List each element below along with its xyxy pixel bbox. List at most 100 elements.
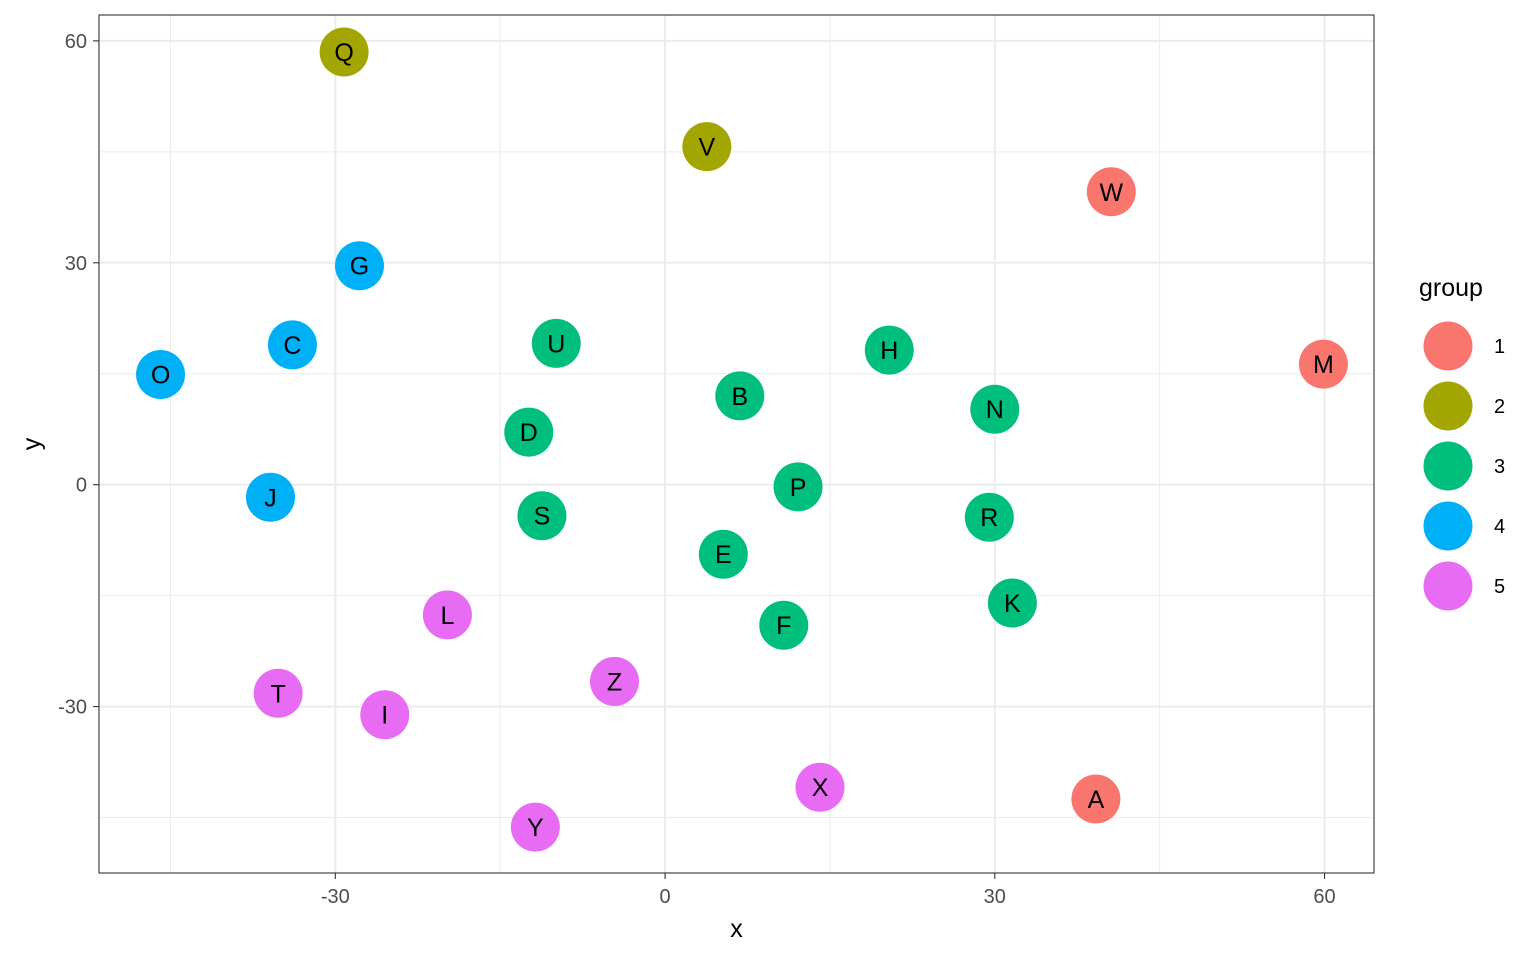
point-marker [698,529,748,579]
point-marker [136,349,186,399]
point-marker [773,462,823,512]
data-point: D [504,407,554,457]
legend-label: 2 [1494,396,1505,418]
point-marker [795,762,845,812]
point-marker [1071,774,1121,824]
point-marker [1298,339,1348,389]
data-point: H [864,325,914,375]
point-label: N [986,396,1004,424]
point-label: Y [527,814,544,842]
point-label: X [812,774,829,802]
point-marker [510,802,560,852]
legend-item: 2 [1423,381,1505,431]
point-marker [964,492,1014,542]
point-label: R [980,504,998,532]
data-point: Y [510,802,560,852]
point-label: T [271,680,286,708]
data-point: K [987,578,1037,628]
data-points: A B C D E F G H I J K L M N O P Q R S T U V W X Y Z [136,27,1348,852]
data-point: G [334,241,384,291]
legend-label: 5 [1494,576,1505,598]
point-marker [517,491,567,541]
data-point: A [1071,774,1121,824]
data-point: Z [589,656,639,706]
legend-item: 3 [1423,441,1505,491]
data-point: V [682,122,732,172]
point-marker [864,325,914,375]
point-label: A [1088,786,1105,814]
point-label: M [1313,351,1334,379]
point-label: Q [334,39,353,67]
point-marker [715,371,765,421]
x-tick-label: -30 [321,886,350,908]
y-axis: -30 0 30 60 [58,31,99,719]
y-axis-title: y [18,437,46,450]
x-tick-label: 0 [659,886,670,908]
legend-items: 1 2 3 4 5 [1423,321,1505,611]
point-label: S [534,503,551,531]
point-label: G [350,253,369,281]
minor-gridlines [99,15,1374,873]
legend-item: 5 [1423,561,1505,611]
point-label: C [283,332,301,360]
data-point: S [517,491,567,541]
point-label: L [440,602,454,630]
legend-item: 1 [1423,321,1505,371]
point-marker [759,600,809,650]
y-tick-label: -30 [58,697,87,719]
point-label: K [1004,590,1021,618]
y-tick-label: 30 [65,253,87,275]
point-marker [1086,167,1136,217]
point-label: B [731,383,748,411]
point-marker [245,472,295,522]
point-label: U [547,330,565,358]
legend-label: 1 [1494,336,1505,358]
point-label: D [520,419,538,447]
legend-key [1423,561,1473,611]
point-label: Z [607,668,622,696]
legend-label: 4 [1494,516,1505,538]
point-label: H [880,337,898,365]
panel-border [98,14,1375,874]
y-tick-label: 60 [65,31,87,53]
data-point: I [360,690,410,740]
data-point: L [422,590,472,640]
point-label: F [776,612,791,640]
point-marker [987,578,1037,628]
major-gridlines [99,15,1374,873]
point-marker [334,241,384,291]
plot-panel: A B C D E F G H I J K L M N O P Q R S T U V W X Y Z [98,14,1375,874]
data-point: R [964,492,1014,542]
point-marker [682,122,732,172]
legend: group 1 2 3 4 5 [1419,274,1505,611]
data-point: C [267,320,317,370]
y-tick-label: 0 [76,475,87,497]
data-point: J [245,472,295,522]
x-tick-label: 30 [984,886,1006,908]
point-marker [589,656,639,706]
data-point: U [531,318,581,368]
point-marker [422,590,472,640]
legend-key [1423,501,1473,551]
data-point: Q [319,27,369,77]
legend-key [1423,321,1473,371]
point-label: I [381,702,388,730]
data-point: F [759,600,809,650]
point-label: O [151,361,170,389]
legend-key [1423,381,1473,431]
point-label: E [715,541,732,569]
point-marker [531,318,581,368]
legend-label: 3 [1494,456,1505,478]
x-axis: -30 0 30 60 [321,873,1336,908]
data-point: P [773,462,823,512]
data-point: N [970,384,1020,434]
data-point: M [1298,339,1348,389]
point-marker [970,384,1020,434]
x-tick-label: 60 [1313,886,1335,908]
legend-key [1423,441,1473,491]
point-label: P [790,474,807,502]
data-point: T [253,668,303,718]
point-label: V [698,134,715,162]
point-marker [360,690,410,740]
